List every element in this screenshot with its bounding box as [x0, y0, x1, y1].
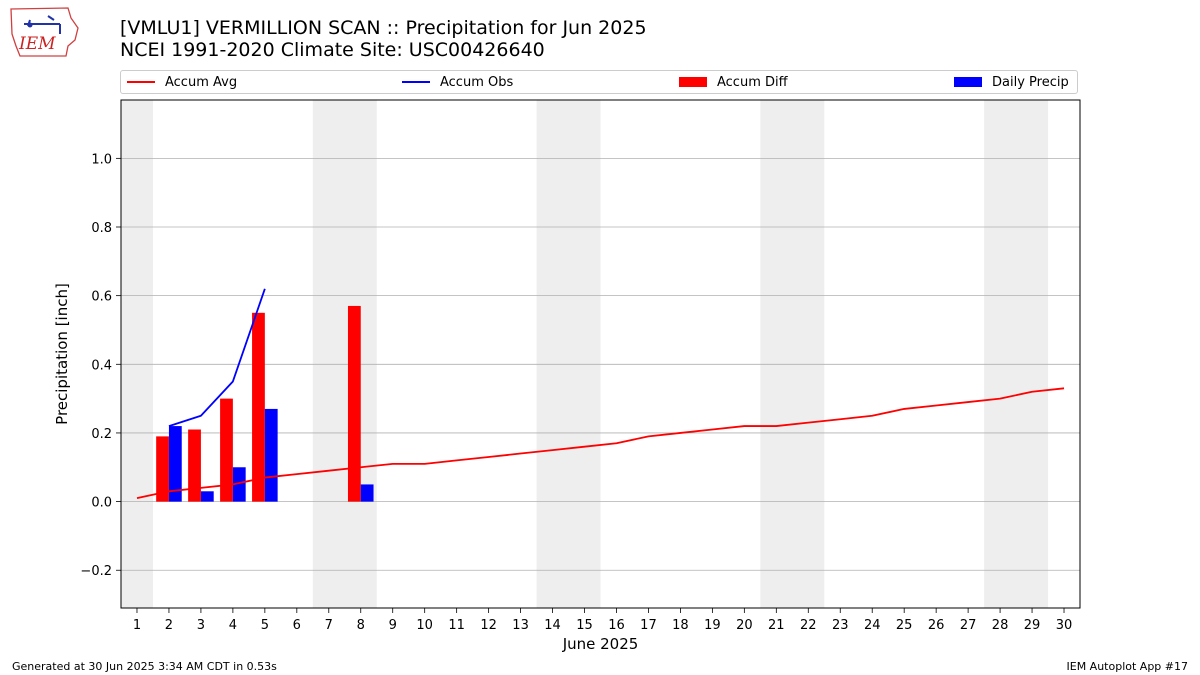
x-tick-label: 19 — [704, 618, 721, 633]
legend-entry-daily-precip: Daily Precip — [954, 73, 1069, 91]
bar-accum-diff — [252, 312, 265, 502]
y-tick-label: 0.4 — [91, 358, 112, 373]
legend-label-accum-obs: Accum Obs — [440, 74, 514, 90]
legend-label-accum-diff: Accum Diff — [717, 74, 788, 90]
logo-text: IEM — [18, 34, 56, 54]
x-tick-label: 15 — [576, 618, 593, 633]
iowa-state-outline — [10, 7, 79, 57]
x-tick-label: 23 — [832, 618, 849, 633]
chart-legend: Accum Avg Accum Obs Accum Diff Daily Pre… — [120, 70, 1078, 94]
iem-logo: IEM — [10, 7, 79, 57]
line-accum-obs — [168, 288, 266, 427]
x-tick-label: 11 — [448, 618, 465, 633]
x-tick-label: 8 — [357, 618, 365, 633]
bar-marks — [156, 305, 374, 502]
x-tick-label: 20 — [736, 618, 753, 633]
x-tick-label: 12 — [480, 618, 497, 633]
weekend-shading — [121, 100, 1049, 608]
axes: −0.20.00.20.40.60.81.01 2 3 4 5 6 7 8 9 10 11 12 13 1… — [80, 99, 1081, 633]
y-axis-label: Precipitation [inch] — [53, 283, 71, 425]
x-tick-label: 17 — [640, 618, 657, 633]
bar-accum-diff — [188, 429, 201, 502]
weekend-shade-1 — [312, 100, 377, 608]
plot-frame — [120, 99, 1081, 609]
x-tick-label: 21 — [768, 618, 785, 633]
station-dot-icon — [27, 22, 33, 28]
footer-generated-text: Generated at 30 Jun 2025 3:34 AM CDT in … — [12, 660, 277, 673]
x-tick-label: 3 — [197, 618, 205, 633]
chart-subtitle: NCEI 1991-2020 Climate Site: USC00426640 — [120, 39, 545, 61]
y-tick-label: 0.0 — [91, 496, 112, 511]
legend-swatch-accum-obs — [402, 81, 430, 83]
x-tick-label: 14 — [544, 618, 561, 633]
footer-app-text: IEM Autoplot App #17 — [1066, 660, 1189, 673]
x-tick-label: 22 — [800, 618, 817, 633]
legend-entry-accum-avg: Accum Avg — [127, 73, 237, 91]
y-tick-label: 1.0 — [91, 152, 112, 167]
legend-swatch-accum-avg — [127, 81, 155, 83]
x-tick-label: 1 — [133, 618, 141, 633]
weekend-shade-2 — [536, 100, 601, 608]
bar-daily-precip — [200, 491, 214, 502]
x-tick-label: 9 — [389, 618, 397, 633]
weekend-shade-0 — [121, 100, 153, 608]
bar-daily-precip — [264, 408, 278, 502]
legend-swatch-daily-precip — [954, 77, 982, 87]
x-tick-label: 16 — [608, 618, 625, 633]
bar-daily-precip — [360, 484, 374, 502]
legend-label-accum-avg: Accum Avg — [165, 74, 238, 90]
y-tick-label: −0.2 — [80, 564, 112, 579]
x-tick-label: 13 — [512, 618, 529, 633]
x-tick-label: 24 — [864, 618, 881, 633]
chart-title: [VMLU1] VERMILLION SCAN :: Precipitation… — [120, 17, 647, 39]
bar-accum-diff — [347, 305, 361, 502]
x-tick-label: 29 — [1024, 618, 1041, 633]
x-tick-label: 30 — [1056, 618, 1073, 633]
bar-daily-precip — [232, 467, 246, 502]
x-axis-label: June 2025 — [562, 635, 639, 653]
legend-entry-accum-diff: Accum Diff — [679, 73, 788, 91]
weekend-shade-3 — [760, 100, 825, 608]
line-accum-avg — [136, 387, 1065, 500]
x-tick-label: 27 — [960, 618, 977, 633]
x-tick-label: 2 — [165, 618, 173, 633]
grid-lines — [121, 157, 1080, 571]
bar-daily-precip — [168, 426, 182, 502]
weekend-shade-4 — [984, 100, 1049, 608]
x-tick-label: 6 — [293, 618, 301, 633]
line-marks — [136, 288, 1065, 500]
legend-entry-accum-obs: Accum Obs — [402, 73, 513, 91]
x-tick-label: 7 — [325, 618, 333, 633]
x-tick-label: 25 — [896, 618, 913, 633]
x-tick-label: 4 — [229, 618, 237, 633]
bar-accum-diff — [220, 398, 233, 502]
weather-station-icon — [24, 15, 61, 34]
x-tick-label: 28 — [992, 618, 1009, 633]
x-tick-label: 5 — [261, 618, 269, 633]
bar-accum-diff — [156, 436, 169, 502]
y-tick-label: 0.8 — [91, 221, 112, 236]
legend-swatch-accum-diff — [679, 77, 707, 87]
x-tick-label: 10 — [416, 618, 433, 633]
legend-label-daily-precip: Daily Precip — [992, 74, 1069, 90]
y-tick-label: 0.2 — [91, 427, 112, 442]
y-tick-label: 0.6 — [91, 290, 112, 305]
x-tick-label: 18 — [672, 618, 689, 633]
x-tick-label: 26 — [928, 618, 945, 633]
